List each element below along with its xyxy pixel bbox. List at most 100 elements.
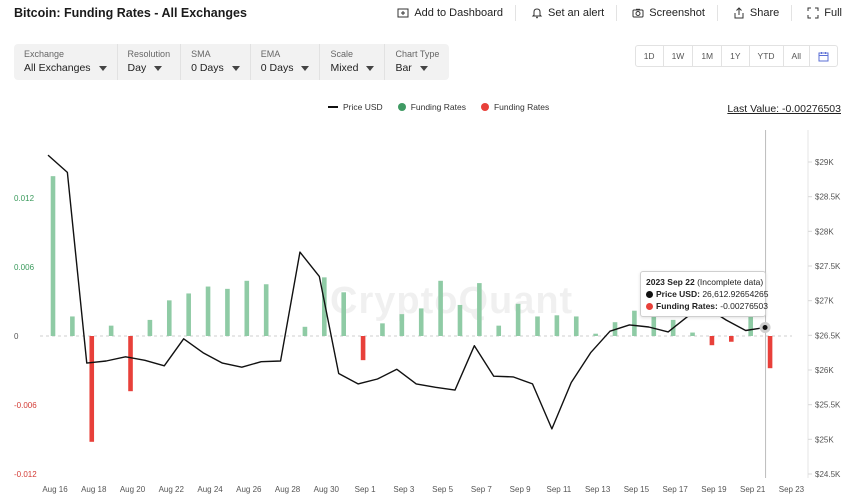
legend-dot-green — [397, 103, 406, 111]
funding-rate-bar — [573, 316, 579, 336]
last-value-link[interactable]: Last Value: -0.00276503 — [727, 103, 841, 115]
left-axis: 0.012 0.006 0 -0.006 -0.012 — [14, 194, 37, 479]
legend-item-price[interactable]: Price USD — [328, 102, 383, 112]
funding-rate-bar — [477, 283, 482, 336]
divider — [514, 5, 516, 21]
scale-label: Scale — [330, 49, 353, 59]
x-axis-tick-label: Aug 30 — [314, 485, 340, 494]
scale-value-text: Mixed — [330, 62, 359, 74]
range-1y-button[interactable]: 1Y — [722, 46, 750, 66]
funding-rate-bar — [186, 293, 191, 336]
left-axis-tick-label: 0.006 — [14, 263, 35, 272]
chart-legend: Price USD Funding Rates Funding Rates — [328, 102, 564, 112]
legend-item-funding-negative[interactable]: Funding Rates — [480, 102, 549, 112]
divider — [791, 5, 793, 21]
chevron-down-icon — [366, 65, 375, 71]
funding-rate-bar — [593, 333, 598, 336]
chart-type-label: Chart Type — [395, 49, 440, 59]
add-to-dashboard-label: Add to Dashboard — [414, 7, 503, 19]
funding-rate-bar — [244, 280, 250, 336]
legend-item-funding-positive[interactable]: Funding Rates — [397, 102, 466, 112]
left-axis-tick-label: -0.012 — [14, 470, 37, 479]
legend-label-price: Price USD — [343, 102, 383, 112]
funding-rate-bar — [380, 323, 385, 336]
range-1d-button[interactable]: 1D — [636, 46, 664, 66]
share-label: Share — [749, 7, 780, 19]
funding-rate-bar — [166, 300, 172, 336]
right-axis-tick-label: $26.5K — [815, 331, 841, 340]
range-all-button[interactable]: All — [784, 46, 810, 66]
page-title: Bitcoin: Funding Rates - All Exchanges — [14, 6, 247, 20]
chart-type-select[interactable]: Chart Type Bar — [385, 44, 449, 80]
header-actions: Add to Dashboard Set an alert Screenshot… — [382, 5, 842, 21]
scale-select[interactable]: Scale Mixed — [320, 44, 386, 80]
ema-select[interactable]: EMA 0 Days — [251, 44, 321, 80]
x-axis-tick-label: Aug 16 — [42, 485, 68, 494]
x-axis-tick-label: Sep 21 — [740, 485, 766, 494]
add-to-dashboard-button[interactable]: Add to Dashboard — [397, 7, 503, 19]
range-ytd-button[interactable]: YTD — [750, 46, 784, 66]
legend-line-swatch — [328, 106, 338, 108]
ema-label: EMA — [260, 49, 281, 59]
hover-tooltip: 2023 Sep 22 (Incomplete data) Price USD:… — [640, 271, 769, 317]
price-line — [47, 154, 766, 430]
funding-rate-bar — [263, 284, 269, 336]
tooltip-price-row: Price USD: 26,612.92654265 — [646, 288, 769, 300]
tooltip-note: (Incomplete data) — [697, 277, 764, 287]
fullscreen-button[interactable]: Full — [807, 7, 842, 19]
range-1w-button[interactable]: 1W — [664, 46, 694, 66]
legend-dot-red — [480, 103, 489, 111]
right-axis-tick-label: $28K — [815, 227, 834, 236]
sma-select[interactable]: SMA 0 Days — [181, 44, 251, 80]
chevron-down-icon — [231, 65, 240, 71]
funding-rate-bar — [632, 310, 637, 336]
share-button[interactable]: Share — [733, 7, 779, 19]
funding-rate-bar — [496, 325, 502, 336]
chevron-down-icon — [98, 65, 107, 71]
chevron-down-icon — [419, 65, 428, 71]
x-axis-tick-label: Sep 3 — [393, 485, 414, 494]
x-axis-tick-label: Sep 11 — [546, 485, 571, 494]
resolution-select[interactable]: Resolution Day — [118, 44, 182, 80]
funding-rate-bar — [89, 336, 95, 442]
exchange-select[interactable]: Exchange All Exchanges — [14, 44, 118, 80]
tooltip-date: 2023 Sep 22 — [646, 277, 695, 287]
funding-rate-bar — [535, 316, 540, 336]
ema-value-text: 0 Days — [260, 62, 294, 74]
funding-rate-bar — [50, 176, 56, 336]
scale-value: Mixed — [330, 62, 375, 74]
funding-rate-bar — [322, 277, 327, 336]
x-axis-tick-label: Sep 17 — [662, 485, 688, 494]
funding-rate-bar — [302, 326, 308, 336]
funding-rate-bar — [729, 336, 734, 342]
range-selector: 1D 1W 1M 1Y YTD All — [634, 45, 838, 67]
right-axis-tick-label: $29K — [815, 158, 834, 167]
tooltip-price-dot — [646, 290, 653, 298]
right-axis-tick-label: $24.5K — [815, 470, 841, 479]
x-axis-tick-label: Aug 24 — [197, 485, 223, 494]
x-axis-tick-label: Sep 13 — [585, 485, 611, 494]
funding-rate-bar — [128, 336, 133, 392]
price-line-path — [47, 154, 766, 430]
x-axis-tick-label: Aug 20 — [120, 485, 146, 494]
calendar-button[interactable] — [810, 46, 837, 66]
funding-rate-bar — [690, 332, 695, 336]
bell-icon — [531, 8, 543, 19]
screenshot-button[interactable]: Screenshot — [632, 7, 705, 19]
x-axis-tick-label: Aug 18 — [81, 485, 107, 494]
set-alert-label: Set an alert — [547, 7, 605, 19]
set-alert-button[interactable]: Set an alert — [531, 7, 604, 19]
tooltip-header: 2023 Sep 22 (Incomplete data) — [646, 276, 764, 288]
tooltip-rate-label: Funding Rates: — [656, 301, 718, 311]
left-axis-tick-label: 0 — [14, 332, 19, 341]
divider — [716, 5, 718, 21]
calendar-icon — [818, 52, 829, 62]
range-1m-button[interactable]: 1M — [693, 46, 723, 66]
share-icon — [734, 7, 744, 19]
sma-value-text: 0 Days — [191, 62, 224, 74]
tooltip-rate-dot — [646, 302, 653, 310]
left-axis-tick-label: -0.006 — [14, 401, 37, 410]
grid-lines — [40, 130, 809, 478]
funding-rate-bar — [651, 316, 657, 336]
right-axis-tick-label: $25K — [815, 435, 834, 444]
